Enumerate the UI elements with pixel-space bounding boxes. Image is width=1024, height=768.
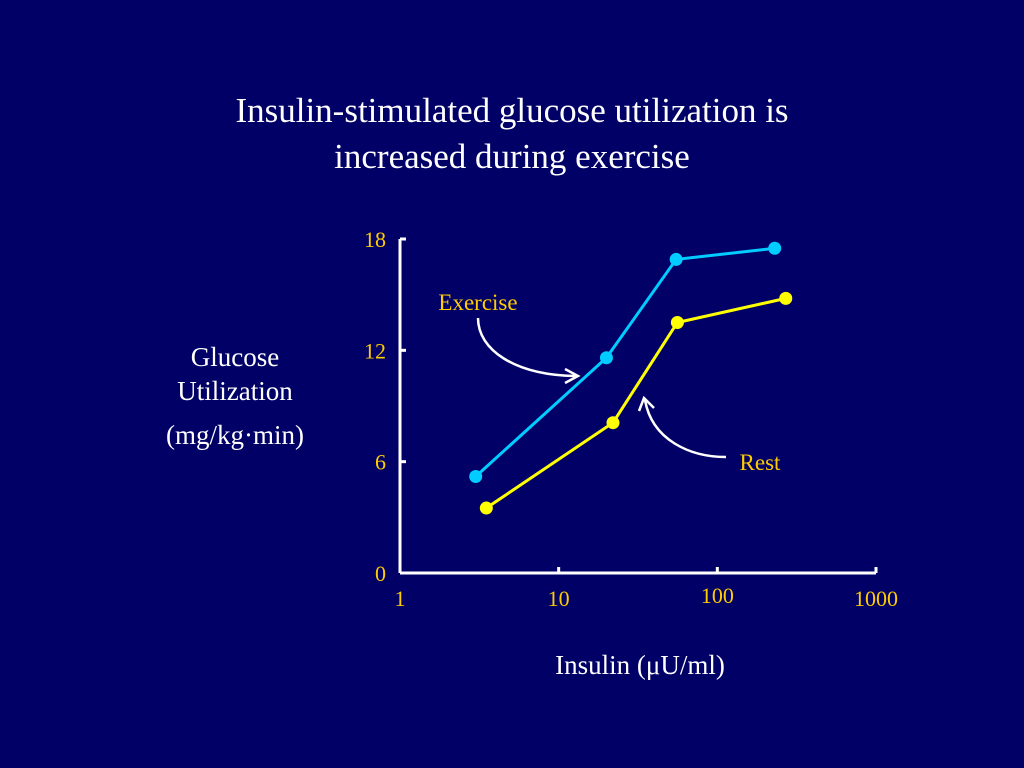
y-axis-unit: (mg/kg·min) — [166, 420, 304, 450]
x-tick-label: 1000 — [854, 586, 898, 611]
data-point-exercise — [469, 470, 483, 484]
data-point-rest — [779, 291, 793, 305]
y-tick-label: 0 — [375, 561, 386, 586]
series-label-rest: Rest — [740, 450, 782, 475]
x-tick-label: 100 — [701, 583, 734, 608]
y-axis-label-line-1: Glucose — [190, 342, 280, 372]
rest-arrow-head — [637, 395, 655, 412]
series-line-rest — [485, 296, 787, 510]
data-point-exercise — [599, 351, 613, 365]
x-tick-label: 1 — [395, 586, 406, 611]
series-label-exercise: Exercise — [438, 290, 517, 315]
data-point-rest — [670, 316, 684, 329]
exercise-arrow — [476, 317, 576, 378]
series-line-exercise — [474, 246, 775, 478]
chart-title-line-1: Insulin-stimulated glucose utilization i… — [235, 91, 789, 130]
x-axis-label: Insulin (μU/ml) — [555, 650, 725, 680]
data-point-exercise — [669, 252, 683, 266]
data-point-rest — [479, 501, 493, 515]
exercise-arrow-head — [564, 367, 581, 385]
rest-arrow — [643, 399, 727, 459]
chart-title: Insulin-stimulated glucose utilization i… — [0, 88, 1024, 180]
y-tick-label: 6 — [375, 450, 386, 475]
y-axis-label: Glucose Utilization (mg/kg·min) — [130, 340, 340, 452]
y-tick-label: 18 — [364, 227, 386, 252]
x-tick-label: 10 — [548, 586, 570, 611]
y-tick-label: 12 — [364, 338, 386, 363]
y-axis-label-line-2: Utilization — [177, 376, 293, 406]
data-point-exercise — [768, 241, 782, 255]
chart-title-line-2: increased during exercise — [334, 137, 690, 176]
data-point-rest — [606, 416, 620, 430]
